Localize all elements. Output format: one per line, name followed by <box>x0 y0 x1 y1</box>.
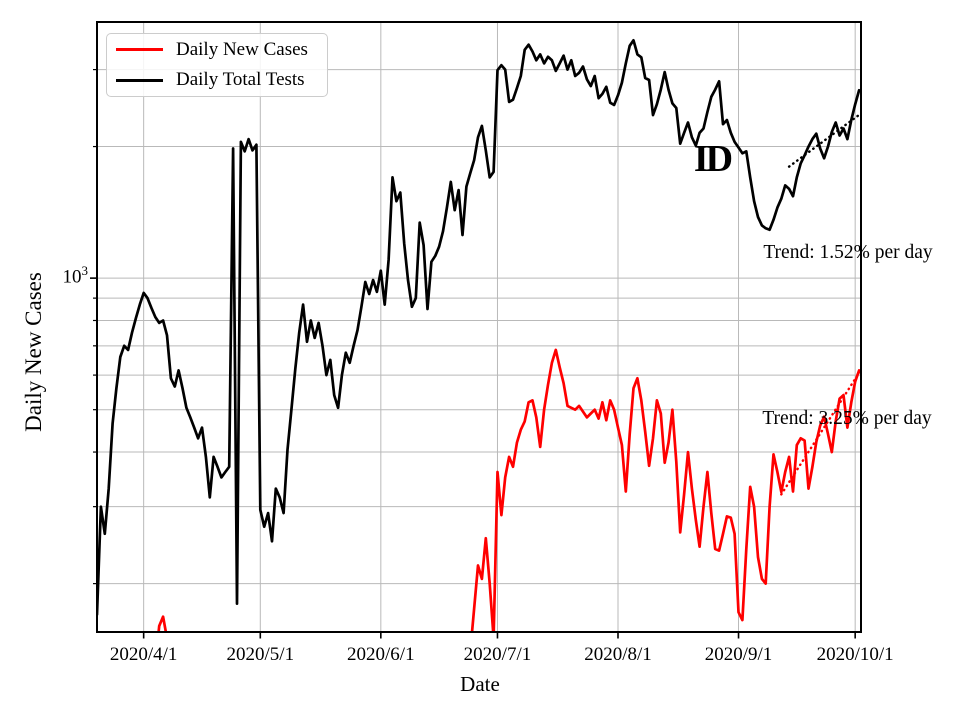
x-axis-label: Date <box>460 672 500 696</box>
x-tick-label: 2020/10/1 <box>816 644 894 665</box>
annotation-trend-cases: Trend: 3.25% per day <box>762 408 932 429</box>
legend-line-black <box>116 78 163 82</box>
legend-item-cases: Daily New Cases <box>107 35 327 65</box>
legend: Daily New Cases Daily Total Tests <box>106 33 328 97</box>
series-trend-tests <box>787 112 861 168</box>
x-tick-label: 2020/9/1 <box>704 644 773 665</box>
annotation-trend-tests: Trend: 1.52% per day <box>763 242 933 263</box>
legend-label-cases: Daily New Cases <box>176 38 308 60</box>
legend-label-tests: Daily Total Tests <box>176 69 305 91</box>
x-tick-label: 2020/4/1 <box>109 644 178 665</box>
x-tick-label: 2020/6/1 <box>347 644 415 665</box>
series-tests <box>97 38 861 616</box>
y-axis-label: Daily New Cases <box>21 272 46 432</box>
legend-line-red <box>116 47 163 52</box>
series-cases <box>157 348 861 632</box>
plot-border <box>96 21 862 633</box>
y-tick-label-1000: 103 <box>62 263 89 288</box>
legend-item-tests: Daily Total Tests <box>107 65 327 95</box>
x-tick-label: 2020/5/1 <box>226 644 295 665</box>
x-tick-label: 2020/7/1 <box>463 644 532 665</box>
x-tick-label: 2020/8/1 <box>584 644 652 665</box>
annotation-state-id: ID <box>693 138 733 180</box>
